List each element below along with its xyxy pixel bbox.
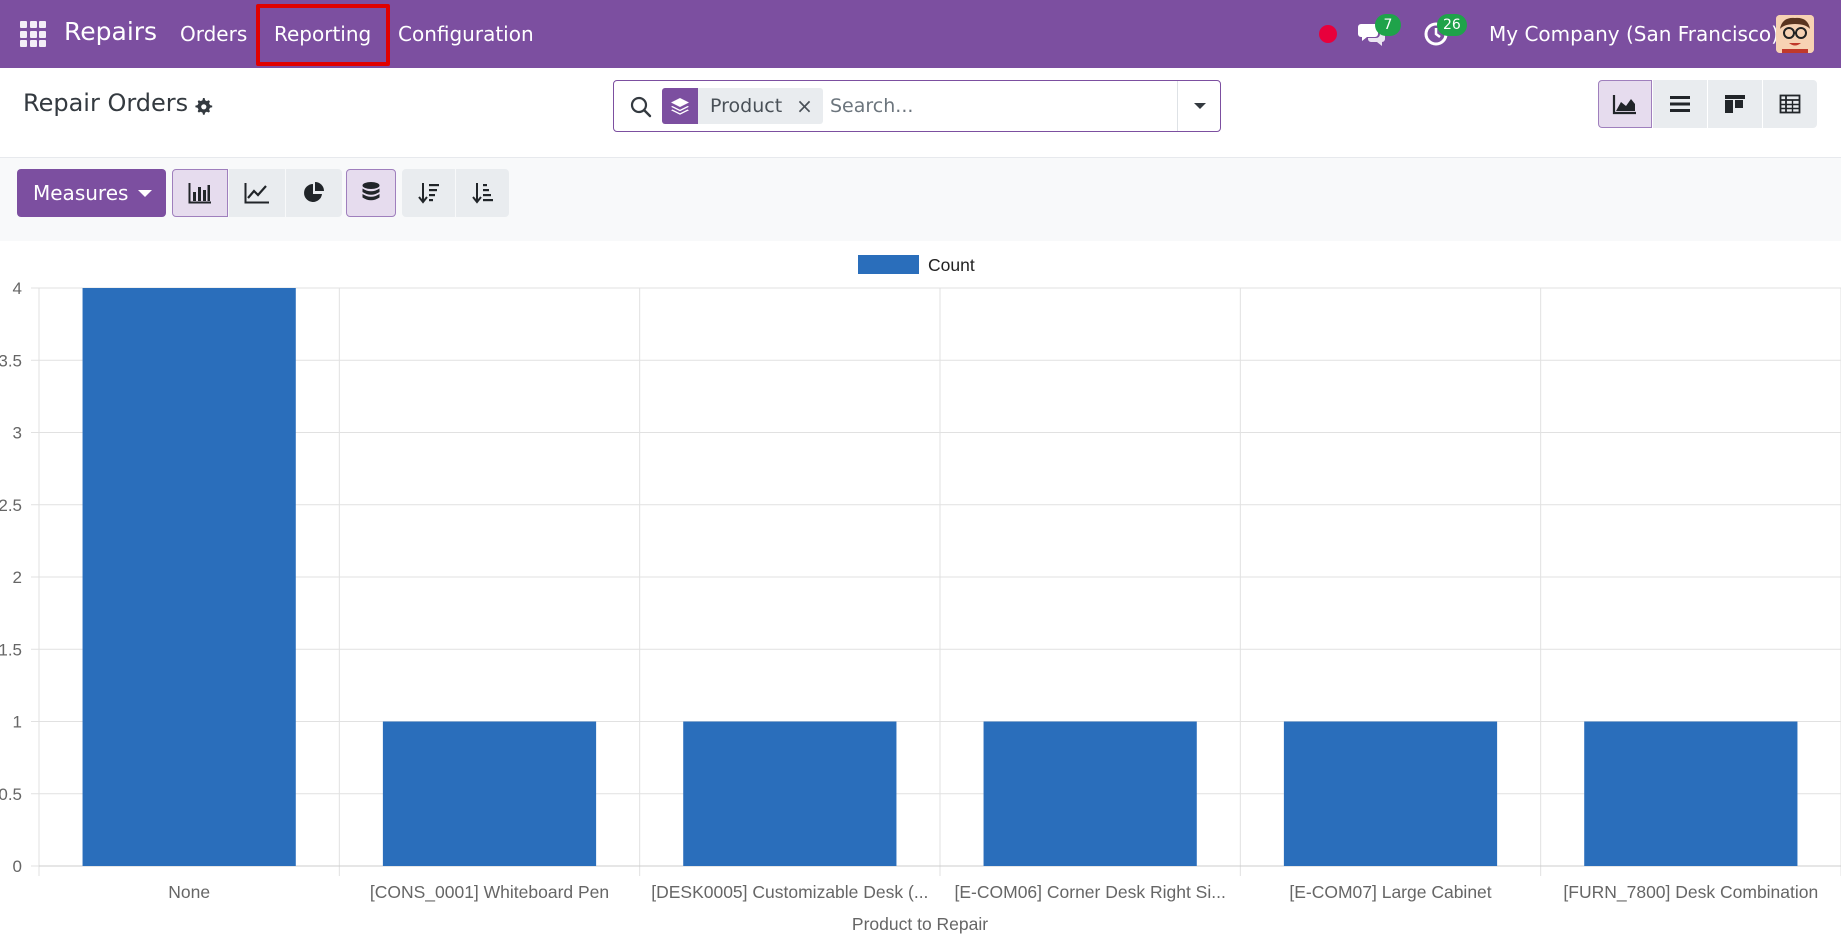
stacked-toggle-button[interactable] (346, 169, 396, 217)
y-tick-label: 0.5 (0, 785, 22, 804)
x-tick-label: [E-COM06] Corner Desk Right Si... (955, 882, 1226, 902)
y-tick-label: 3.5 (0, 351, 22, 370)
graph-area: 0 0.5 1 1.5 2 2.5 3 3.5 4 None [CONS_0001] Whitebo… (0, 241, 1841, 943)
control-panel: Repair Orders Product × (0, 68, 1841, 158)
x-tick-label: [CONS_0001] Whiteboard Pen (370, 882, 609, 903)
y-tick-label: 4 (13, 279, 22, 298)
facet-remove-button[interactable]: × (792, 88, 823, 124)
measures-label: Measures (33, 181, 129, 205)
menu-orders[interactable]: Orders (180, 22, 248, 46)
sort-group (402, 169, 509, 217)
x-tick-label: [DESK0005] Customizable Desk (... (651, 882, 928, 902)
chart-type-group (172, 169, 342, 217)
stacked-group (346, 169, 396, 217)
sort-descending-button[interactable] (402, 169, 455, 217)
pie-chart-button[interactable] (286, 169, 342, 217)
x-tick-label: [E-COM07] Large Cabinet (1289, 882, 1491, 902)
pie-chart-icon (304, 182, 324, 202)
search-options-toggle[interactable] (1177, 81, 1221, 131)
y-tick-label: 3 (13, 424, 22, 443)
graph-toolbar: Measures (0, 158, 1841, 241)
x-tick-label: [FURN_7800] Desk Combination (1563, 882, 1818, 903)
pivot-table-icon (1779, 94, 1801, 114)
x-axis-title: Product to Repair (852, 914, 988, 934)
area-chart-icon (1612, 95, 1636, 115)
y-tick-label: 0 (13, 857, 22, 876)
list-view-button[interactable] (1653, 80, 1707, 128)
search-bar: Product × (613, 80, 1221, 132)
app-brand[interactable]: Repairs (64, 17, 158, 46)
sort-ascending-icon (471, 183, 493, 204)
line-chart-icon (244, 183, 269, 204)
menu-configuration[interactable]: Configuration (398, 22, 534, 46)
recording-dot-icon[interactable] (1319, 25, 1337, 43)
database-stack-icon (362, 182, 380, 201)
legend-swatch (858, 255, 919, 274)
legend-label: Count (928, 255, 975, 275)
bar (382, 721, 597, 866)
graph-view-button[interactable] (1598, 80, 1652, 128)
bar-chart: 0 0.5 1 1.5 2 2.5 3 3.5 4 None [CONS_0001] Whitebo… (0, 255, 1841, 934)
x-tick-label: None (168, 882, 210, 902)
company-switcher[interactable]: My Company (San Francisco) (1489, 22, 1779, 46)
y-tick-label: 2 (13, 568, 22, 587)
bar (1283, 721, 1498, 866)
kanban-view-button[interactable] (1708, 80, 1762, 128)
gear-icon[interactable] (193, 96, 213, 116)
view-switcher (1598, 80, 1817, 128)
bar (683, 721, 897, 866)
search-facet-product: Product × (662, 88, 823, 124)
pivot-view-button[interactable] (1763, 80, 1817, 128)
sort-descending-icon (417, 183, 439, 204)
bar (1584, 721, 1798, 866)
y-tick-label: 1.5 (0, 640, 22, 659)
bar-chart-button[interactable] (172, 169, 228, 217)
top-navbar: Repairs Orders Reporting Configuration 7… (0, 0, 1841, 68)
sort-ascending-button[interactable] (456, 169, 509, 217)
y-tick-label: 2.5 (0, 496, 22, 515)
measures-dropdown-button[interactable]: Measures (17, 169, 166, 217)
kanban-icon (1725, 95, 1745, 113)
menu-reporting[interactable]: Reporting (274, 22, 372, 46)
search-input[interactable] (830, 91, 1170, 121)
list-icon (1670, 96, 1690, 112)
avatar-face-icon (1776, 15, 1814, 53)
messages-count-badge: 7 (1375, 14, 1401, 36)
bar (82, 288, 296, 866)
page-title: Repair Orders (23, 89, 189, 117)
search-icon[interactable] (629, 95, 653, 119)
activities-count-badge: 26 (1437, 14, 1467, 36)
line-chart-button[interactable] (229, 169, 285, 217)
group-by-layers-icon (662, 88, 698, 124)
user-avatar[interactable] (1776, 15, 1814, 53)
caret-down-icon (1193, 103, 1206, 109)
y-tick-label: 1 (13, 713, 22, 732)
bar (983, 721, 1197, 866)
app-grid-icon[interactable] (20, 21, 46, 47)
facet-label: Product (698, 88, 793, 124)
caret-down-icon (138, 189, 153, 197)
bar-chart-icon (188, 183, 211, 204)
